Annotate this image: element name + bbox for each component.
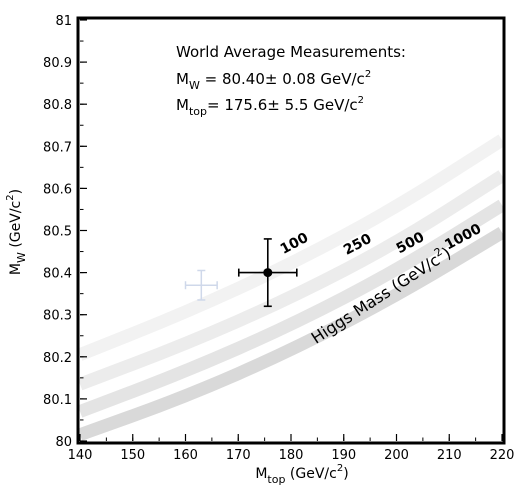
annotation-mw-main: M <box>176 70 189 88</box>
higgs-band-250 <box>77 170 506 391</box>
annotation-mtop: Mtop= 175.6± 5.5 GeV/c2 <box>176 95 364 118</box>
y-tick-label: 80.4 <box>43 267 72 282</box>
annotation-mtop-main: M <box>176 96 189 114</box>
higgs-band-500 <box>77 199 506 418</box>
annotation-mw-value: = 80.40± 0.08 GeV/c <box>200 70 365 88</box>
y-axis-ticks: 80 80.1 80.2 80.3 80.4 80.5 80.6 80.7 80.8 80.9 81 <box>43 14 87 450</box>
x-tick-label: 170 <box>226 448 251 463</box>
x-tick-label: 140 <box>68 448 93 463</box>
y-tick-label: 80.8 <box>43 98 72 113</box>
measurement-annotation: World Average Measurements: MW = 80.40± … <box>176 43 406 118</box>
annotation-heading: World Average Measurements: <box>176 43 406 61</box>
y-axis-label-close: ) <box>8 189 24 194</box>
y-tick-label: 80.3 <box>43 309 72 324</box>
x-tick-label: 190 <box>331 448 356 463</box>
y-axis-label-sup: 2 <box>5 194 16 200</box>
y-axis-label-sub: W <box>15 252 28 263</box>
x-axis-label: Mtop (GeV/c2) <box>255 463 348 486</box>
world-average-point-marker <box>263 268 273 278</box>
x-tick-label: 150 <box>120 448 145 463</box>
y-tick-label: 80.5 <box>43 225 72 240</box>
y-tick-label: 80.1 <box>43 393 72 408</box>
y-axis-label-unit: (GeV/c <box>8 201 24 252</box>
faint-point <box>184 269 218 301</box>
annotation-mtop-sup: 2 <box>358 95 364 106</box>
y-tick-label: 80.6 <box>43 182 72 197</box>
plot-frame <box>76 16 506 445</box>
y-tick-label: 80.2 <box>43 351 72 366</box>
x-axis-ticks: 140 150 160 170 180 190 200 210 220 <box>68 434 515 463</box>
x-axis-label-sub: top <box>267 473 285 486</box>
annotation-mw: MW = 80.40± 0.08 GeV/c2 <box>176 69 371 92</box>
higgs-band-1000 <box>77 227 506 441</box>
y-tick-label: 80.7 <box>43 140 72 155</box>
annotation-mtop-value: = 175.6± 5.5 GeV/c <box>207 96 358 114</box>
x-axis-label-main: M <box>255 466 267 482</box>
x-tick-label: 210 <box>437 448 462 463</box>
x-axis-label-close: ) <box>343 466 348 482</box>
x-tick-label: 220 <box>490 448 515 463</box>
x-tick-label: 200 <box>384 448 409 463</box>
world-average-point <box>237 238 298 308</box>
y-tick-label: 80.9 <box>43 56 72 71</box>
annotation-mw-sup: 2 <box>365 69 371 80</box>
x-tick-label: 180 <box>279 448 304 463</box>
annotation-mtop-sub: top <box>189 105 207 118</box>
y-axis-label-main: M <box>8 263 24 275</box>
x-axis-label-sup: 2 <box>337 463 343 474</box>
y-tick-label: 80 <box>55 435 72 450</box>
svg-text:MW (GeV/c2): MW (GeV/c2) <box>5 189 28 275</box>
annotation-mw-sub: W <box>189 79 200 92</box>
x-tick-label: 160 <box>173 448 198 463</box>
higgs-mass-bands <box>77 134 506 441</box>
x-axis-label-unit: (GeV/c <box>285 466 336 482</box>
higgs-band-100 <box>77 134 506 361</box>
y-tick-label: 81 <box>55 14 72 29</box>
data-points <box>184 238 298 308</box>
y-axis-label: MW (GeV/c2) <box>5 189 28 275</box>
